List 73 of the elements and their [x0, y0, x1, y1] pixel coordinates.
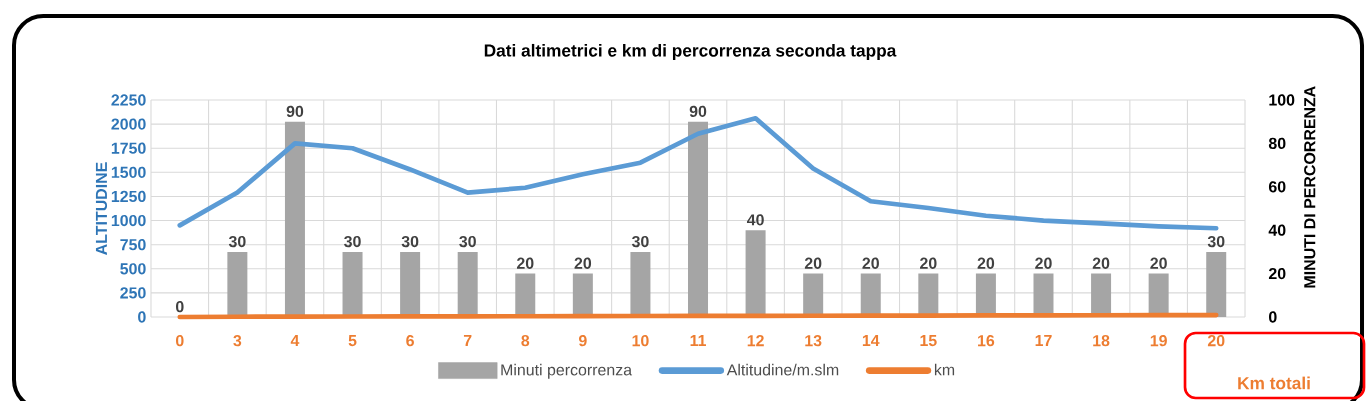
y-tick-label: 500 [120, 263, 146, 275]
legend-label: km [934, 363, 955, 376]
line-series [177, 115, 1219, 231]
y2-tick-label: 80 [1268, 137, 1286, 150]
x-tick-label: 3 [233, 335, 242, 347]
x-tick-label: 11 [690, 335, 706, 346]
x-tick-label: 0 [175, 335, 184, 347]
data-label: 30 [1207, 235, 1225, 248]
data-label: 20 [574, 257, 592, 269]
y-tick-label: 1500 [111, 166, 146, 178]
data-label: 90 [286, 105, 304, 117]
data-label: 20 [920, 257, 937, 269]
bar [342, 251, 363, 317]
data-label: 30 [631, 235, 649, 248]
bar [457, 251, 478, 317]
bar [284, 121, 305, 317]
x-tick-label: 18 [1093, 335, 1110, 347]
text: Km totali [1238, 376, 1310, 390]
x-tick-label: 13 [805, 335, 822, 347]
legend-label: Altitudine/m.slm [726, 363, 839, 376]
x-tick-label: 20 [1207, 335, 1225, 347]
y2-tick-label: 100 [1269, 94, 1295, 106]
y-tick-label: 2000 [111, 118, 146, 130]
x-tick-label: 5 [348, 335, 357, 347]
bar [227, 251, 248, 317]
x-tick-label: 4 [290, 335, 300, 346]
y-tick-label: 750 [120, 239, 146, 251]
x-tick-label: 7 [463, 335, 472, 346]
bar [572, 273, 593, 317]
legend-label: Minuti percorrenza [501, 363, 633, 379]
x-tick-label: 15 [920, 335, 937, 347]
x-tick-label: 16 [978, 335, 995, 347]
data-label: 20 [804, 257, 822, 269]
x-tick-label: 14 [862, 335, 880, 346]
y-tick-label: 2250 [111, 94, 146, 106]
y-tick-label: 1000 [111, 214, 146, 227]
y2-tick-label: 0 [1269, 311, 1277, 323]
bar [400, 251, 421, 317]
bar [688, 121, 709, 317]
y2-tick-label: 60 [1268, 181, 1286, 193]
x-tick-label: 17 [1035, 335, 1052, 346]
data-label: 20 [1092, 257, 1110, 269]
y-tick-label: 0 [138, 311, 146, 323]
bar [515, 273, 536, 317]
y2-tick-label: 40 [1268, 224, 1286, 236]
bar [630, 251, 651, 317]
x-tick-label: 9 [578, 335, 587, 347]
bar [745, 230, 766, 317]
data-label: 0 [175, 301, 184, 313]
y-tick-label: 1250 [111, 190, 146, 203]
x-tick-label: 8 [521, 335, 530, 347]
data-label: 90 [689, 105, 707, 117]
y2-tick-label: 20 [1268, 267, 1286, 280]
chart-title: Dati altimetrici e km di percorrenza seconda tappa [484, 43, 897, 61]
y2-axis-title: MINUTI DI PERCORRENZA [1304, 86, 1316, 288]
x-tick-label: 6 [406, 335, 414, 347]
data-label: 20 [1150, 257, 1167, 269]
bar [1206, 251, 1227, 317]
x-tick-label: 10 [632, 335, 649, 347]
data-label: 20 [516, 257, 534, 269]
y-axis-title: ALTITUDINE [95, 162, 108, 255]
data-label: 30 [344, 235, 361, 248]
data-label: 20 [977, 257, 995, 269]
x-tick-label: 19 [1150, 335, 1167, 347]
data-label: 20 [1035, 257, 1052, 269]
data-label: 30 [228, 235, 246, 248]
x-tick-label: 12 [747, 335, 764, 347]
data-label: 30 [459, 235, 476, 248]
data-label: 40 [746, 214, 764, 226]
data-label: 30 [401, 235, 419, 248]
data-label: 20 [862, 257, 879, 269]
y-tick-label: 1750 [111, 142, 146, 154]
y-tick-label: 250 [120, 287, 146, 299]
